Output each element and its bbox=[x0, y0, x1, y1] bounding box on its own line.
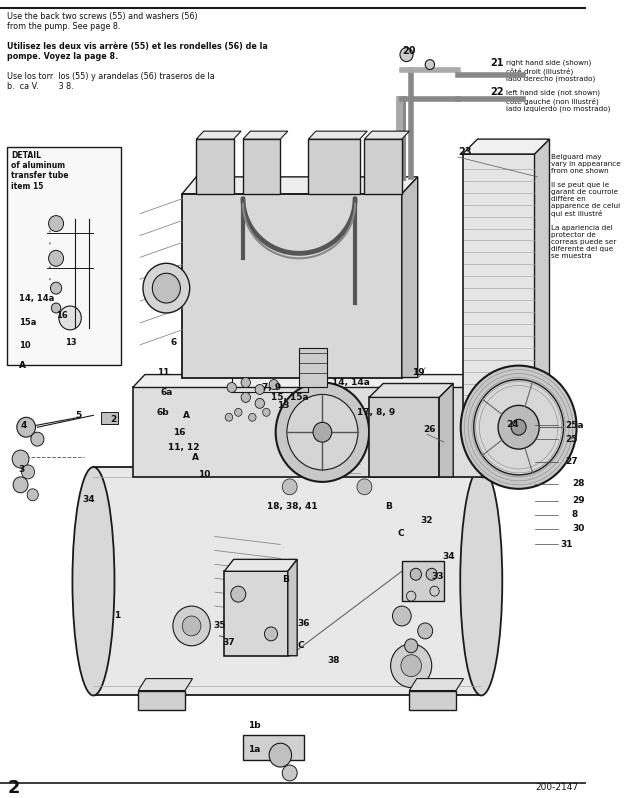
Text: A: A bbox=[183, 411, 190, 420]
Text: C: C bbox=[397, 529, 404, 538]
Text: 6b: 6b bbox=[157, 408, 170, 417]
Circle shape bbox=[152, 273, 181, 303]
Text: B: B bbox=[385, 502, 392, 512]
Circle shape bbox=[425, 60, 435, 69]
Circle shape bbox=[248, 413, 256, 421]
Circle shape bbox=[430, 587, 439, 596]
Text: 13: 13 bbox=[277, 401, 289, 410]
Polygon shape bbox=[463, 139, 549, 154]
Circle shape bbox=[474, 380, 564, 475]
Circle shape bbox=[276, 382, 369, 482]
Circle shape bbox=[227, 382, 236, 393]
Text: A: A bbox=[192, 452, 199, 461]
Text: 13: 13 bbox=[65, 338, 77, 347]
Circle shape bbox=[404, 639, 418, 653]
Circle shape bbox=[282, 765, 297, 781]
Text: 14, 14a: 14, 14a bbox=[19, 294, 54, 302]
Circle shape bbox=[241, 377, 250, 388]
Bar bbox=[93, 467, 482, 696]
Bar bbox=[402, 561, 444, 601]
Text: 17, 8, 9: 17, 8, 9 bbox=[357, 408, 395, 417]
Text: 1a: 1a bbox=[248, 745, 260, 753]
Bar bbox=[182, 194, 402, 377]
Text: Use the back two screws (55) and washers (56)
from the pump. See page 8.: Use the back two screws (55) and washers… bbox=[8, 12, 198, 31]
Circle shape bbox=[401, 654, 421, 677]
Text: 1b: 1b bbox=[248, 721, 260, 730]
Text: 25: 25 bbox=[566, 435, 578, 444]
Text: 6a: 6a bbox=[161, 388, 173, 397]
Text: 32: 32 bbox=[421, 516, 433, 525]
Circle shape bbox=[391, 644, 432, 688]
Polygon shape bbox=[369, 384, 453, 397]
Polygon shape bbox=[196, 131, 241, 139]
Polygon shape bbox=[308, 131, 367, 139]
Circle shape bbox=[51, 303, 61, 313]
Circle shape bbox=[12, 450, 29, 468]
Circle shape bbox=[231, 587, 246, 602]
Polygon shape bbox=[224, 559, 297, 571]
Polygon shape bbox=[402, 177, 418, 377]
Text: 24: 24 bbox=[507, 420, 519, 429]
Polygon shape bbox=[364, 131, 409, 139]
Circle shape bbox=[255, 398, 265, 409]
Text: 26: 26 bbox=[423, 425, 436, 433]
Bar bbox=[369, 397, 439, 477]
Text: 21: 21 bbox=[490, 57, 504, 68]
Text: 30: 30 bbox=[572, 524, 584, 533]
Text: 27: 27 bbox=[566, 457, 578, 467]
Text: 31: 31 bbox=[561, 540, 573, 549]
Circle shape bbox=[49, 251, 63, 267]
Text: Utilisez les deux vis arrère (55) et les rondelles (56) de la
pompe. Voyez la pa: Utilisez les deux vis arrère (55) et les… bbox=[8, 41, 268, 61]
Bar bbox=[243, 139, 280, 194]
Circle shape bbox=[426, 568, 438, 580]
Text: 11: 11 bbox=[157, 368, 169, 377]
Text: 2: 2 bbox=[110, 415, 117, 424]
Circle shape bbox=[173, 606, 210, 646]
Ellipse shape bbox=[460, 467, 502, 696]
Text: 8: 8 bbox=[572, 510, 578, 519]
Circle shape bbox=[511, 419, 526, 435]
Text: 33: 33 bbox=[432, 571, 445, 581]
Circle shape bbox=[182, 616, 201, 636]
Circle shape bbox=[49, 215, 63, 231]
Circle shape bbox=[269, 380, 278, 389]
Text: B: B bbox=[282, 575, 289, 584]
Bar bbox=[463, 154, 535, 417]
Circle shape bbox=[357, 479, 372, 495]
Bar bbox=[224, 571, 288, 656]
Bar bbox=[409, 690, 456, 710]
Bar bbox=[139, 690, 185, 710]
Bar bbox=[243, 735, 303, 760]
Bar bbox=[101, 413, 118, 425]
Text: 34: 34 bbox=[442, 552, 455, 561]
Text: 10: 10 bbox=[19, 342, 30, 350]
Circle shape bbox=[17, 417, 36, 437]
Text: 15a: 15a bbox=[19, 318, 36, 327]
Circle shape bbox=[50, 282, 61, 294]
Circle shape bbox=[255, 385, 265, 394]
Text: 7, 9: 7, 9 bbox=[261, 383, 281, 392]
Text: 6: 6 bbox=[170, 338, 176, 347]
Text: 28: 28 bbox=[572, 480, 584, 488]
Text: 20: 20 bbox=[402, 45, 415, 56]
Ellipse shape bbox=[73, 467, 115, 696]
Text: 11, 12: 11, 12 bbox=[168, 443, 200, 452]
Text: 1: 1 bbox=[114, 611, 120, 621]
Text: Belguard may
vary in appearance
from one shown

Il se peut que le
garant de cour: Belguard may vary in appearance from one… bbox=[551, 154, 621, 259]
Text: 23: 23 bbox=[458, 147, 472, 157]
Text: 200-2147: 200-2147 bbox=[535, 784, 579, 792]
Text: DETAIL
of aluminum
transfer tube
item 15: DETAIL of aluminum transfer tube item 15 bbox=[11, 151, 68, 191]
Circle shape bbox=[234, 409, 242, 417]
Text: 2: 2 bbox=[8, 779, 20, 797]
Circle shape bbox=[241, 393, 250, 402]
Circle shape bbox=[59, 306, 82, 330]
Text: 36: 36 bbox=[297, 619, 310, 629]
Circle shape bbox=[265, 627, 278, 641]
Circle shape bbox=[282, 479, 297, 495]
Text: C: C bbox=[297, 642, 304, 650]
Circle shape bbox=[287, 394, 358, 470]
Text: 22: 22 bbox=[490, 88, 504, 97]
Text: 37: 37 bbox=[223, 638, 235, 647]
Circle shape bbox=[410, 568, 421, 580]
Bar bbox=[196, 139, 234, 194]
